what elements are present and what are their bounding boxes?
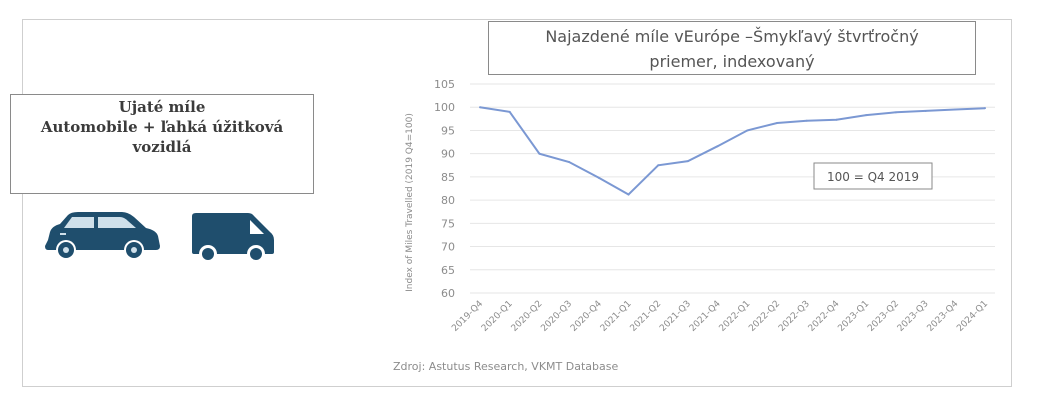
data-point — [894, 111, 897, 114]
data-point — [508, 110, 511, 113]
x-tick-label: 2020-Q4 — [569, 299, 604, 334]
source-note: Zdroj: Astutus Research, VKMT Database — [393, 360, 619, 373]
grid-layer — [470, 83, 995, 294]
x-tick-label: 2021-Q3 — [658, 299, 693, 334]
series-line — [479, 106, 986, 196]
left-caption-line3: vozidlá — [132, 138, 192, 156]
data-point — [954, 108, 957, 111]
data-point — [479, 106, 481, 109]
x-tick-labels: 2019-Q42020-Q12020-Q22020-Q32020-Q42021-… — [450, 299, 990, 334]
data-point — [924, 109, 927, 112]
annotation-text: 100 = Q4 2019 — [827, 170, 919, 184]
chart-title-line1: Najazdené míle vEurópe –Šmykľavý štvrťro… — [545, 27, 919, 46]
data-point — [746, 129, 749, 132]
chart-title-line2: priemer, indexovaný — [649, 52, 815, 71]
data-point — [538, 152, 541, 155]
x-tick-label: 2021-Q2 — [628, 299, 663, 334]
annotation-box — [813, 162, 933, 190]
x-tick-label: 2024-Q1 — [955, 299, 990, 334]
data-point — [627, 193, 630, 196]
x-tick-label: 2022-Q3 — [777, 299, 812, 334]
left-caption-line1: Ujaté míle — [118, 98, 206, 116]
data-point — [568, 161, 571, 164]
y-tick-label: 80 — [441, 194, 455, 207]
data-point — [835, 118, 838, 121]
figure-frame — [22, 19, 1012, 387]
x-tick-label: 2022-Q1 — [718, 299, 753, 334]
y-tick-label: 85 — [441, 171, 455, 184]
x-tick-label: 2023-Q2 — [866, 299, 901, 334]
y-tick-labels: 60 65 70 75 80 85 90 95 100 105 — [434, 78, 455, 300]
data-point — [805, 119, 808, 122]
x-tick-label: 2020-Q1 — [480, 299, 515, 334]
x-tick-label: 2023-Q1 — [836, 299, 871, 334]
x-tick-label: 2019-Q4 — [450, 299, 485, 334]
data-point — [657, 164, 660, 167]
data-point — [597, 176, 600, 179]
x-tick-label: 2022-Q2 — [747, 299, 782, 334]
y-tick-label: 100 — [434, 101, 455, 114]
x-tick-label: 2021-Q1 — [599, 299, 634, 334]
y-tick-label: 105 — [434, 78, 455, 91]
series-points — [479, 106, 986, 196]
x-tick-label: 2023-Q4 — [926, 299, 961, 334]
y-tick-label: 90 — [441, 148, 455, 161]
x-tick-label: 2022-Q4 — [807, 299, 842, 334]
x-tick-label: 2021-Q4 — [688, 299, 723, 334]
data-point — [716, 145, 719, 148]
data-point — [776, 122, 779, 125]
y-tick-label: 65 — [441, 264, 455, 277]
x-tick-label: 2023-Q3 — [896, 299, 931, 334]
data-point — [865, 114, 868, 117]
y-axis-label: Index of Miles Travelled (2019 Q4=100) — [405, 113, 415, 292]
car-icon — [44, 210, 162, 266]
data-point — [984, 107, 986, 110]
left-caption-line2: Automobile + ľahká úžitková — [40, 118, 284, 136]
y-tick-label: 95 — [441, 124, 455, 137]
y-tick-label: 70 — [441, 241, 455, 254]
chart-title-box: Najazdené míle vEurópe –Šmykľavý štvrťro… — [488, 21, 976, 75]
van-icon — [190, 212, 278, 268]
y-tick-label: 60 — [441, 287, 455, 300]
data-point — [686, 160, 689, 163]
x-tick-label: 2020-Q2 — [510, 299, 545, 334]
left-caption-box: Ujaté míle Automobile + ľahká úžitková v… — [10, 94, 314, 194]
y-tick-label: 75 — [441, 217, 455, 230]
x-tick-label: 2020-Q3 — [539, 299, 574, 334]
